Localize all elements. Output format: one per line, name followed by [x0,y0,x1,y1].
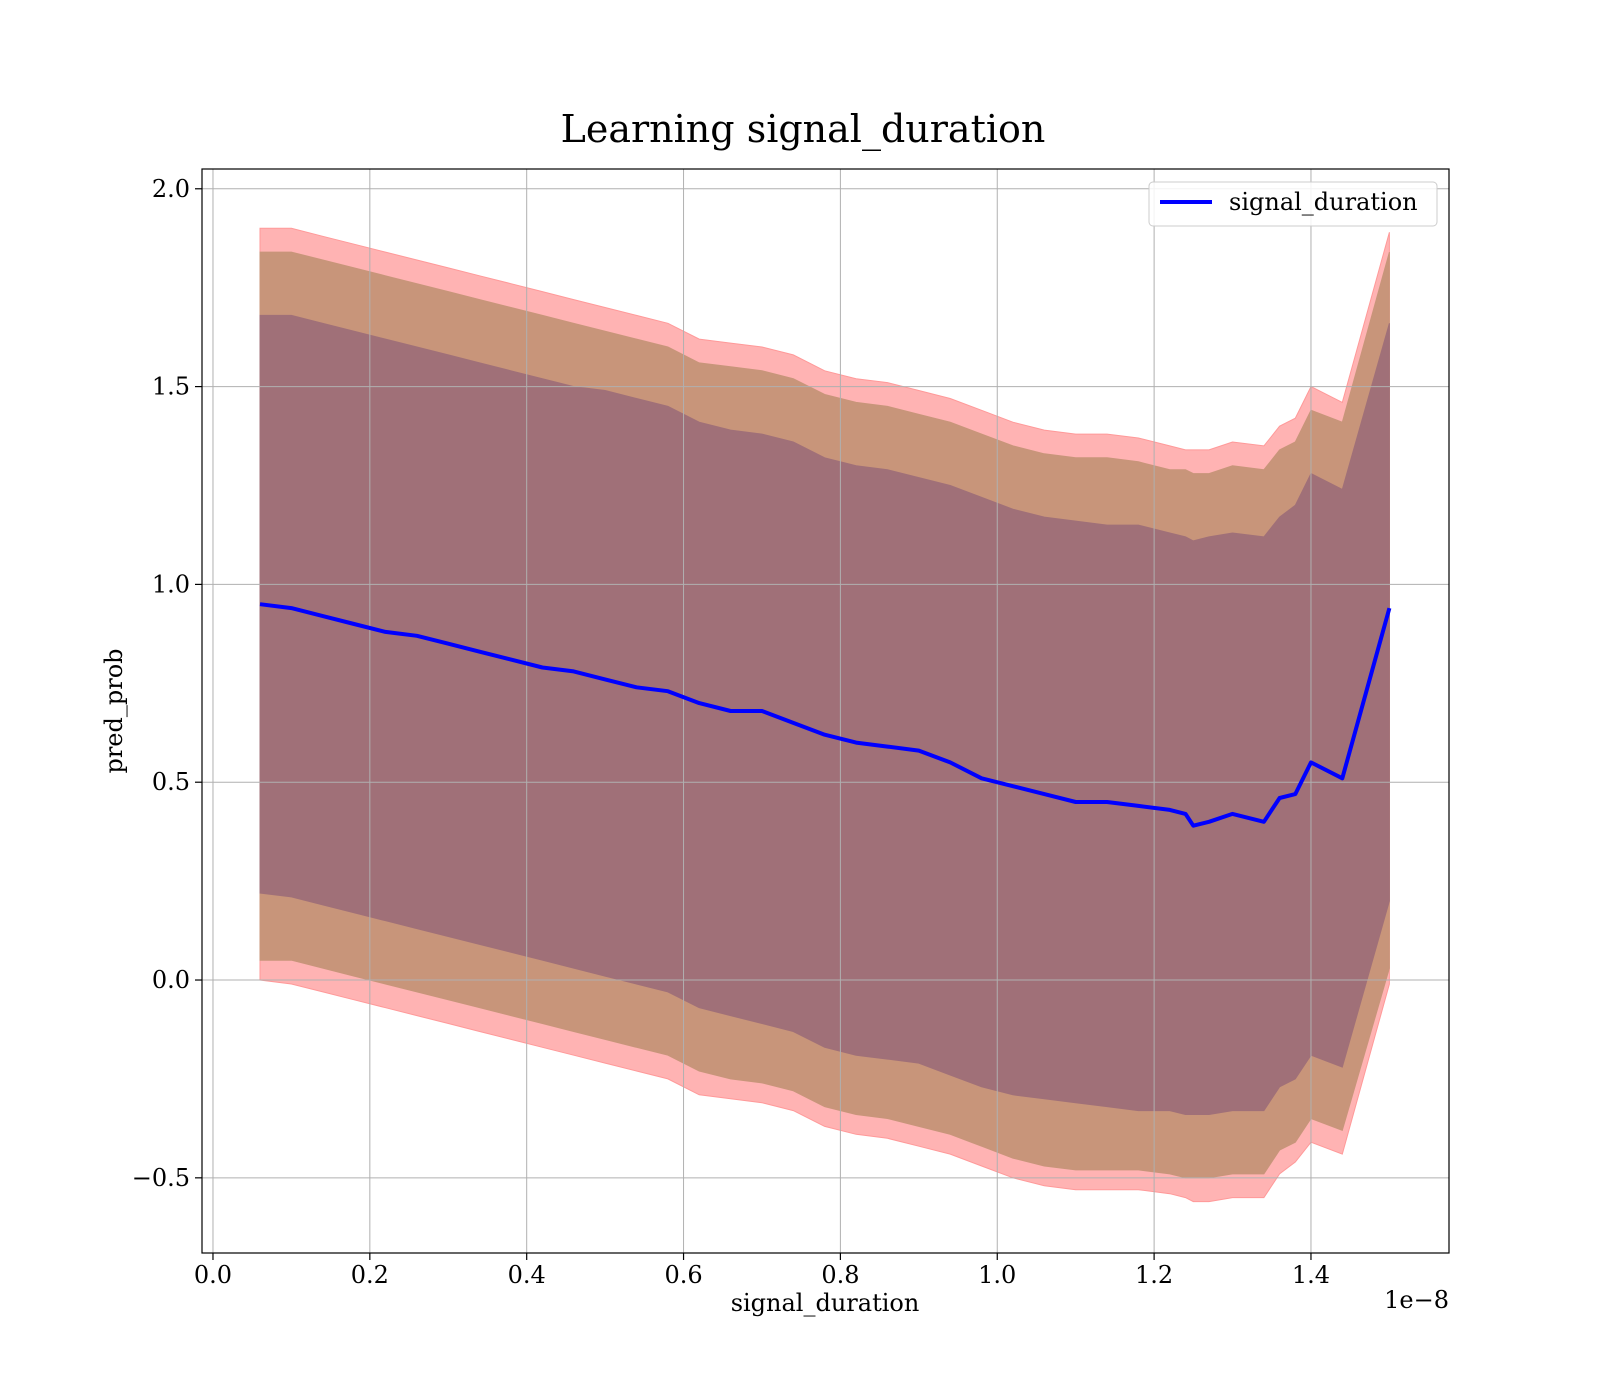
x-tick-label: 1.2 [1135,1261,1173,1289]
series-lines [259,602,1392,828]
x-axis-ticks: 0.0 0.2 0.4 0.6 0.8 1.0 1.2 1.4 [194,1253,1330,1289]
y-tick-label: −0.5 [132,1164,190,1192]
x-tick-label: 0.2 [351,1261,389,1289]
x-axis-offset-label: 1e−8 [1384,1286,1449,1314]
x-tick-label: 1.0 [978,1261,1016,1289]
x-tick-label: 0.0 [194,1261,232,1289]
y-tick-label: 0.5 [152,768,190,796]
legend-label: signal_duration [1229,188,1418,216]
legend: signal_duration [1148,181,1438,227]
y-axis-label: pred_prob [100,648,128,773]
series-line-signal-duration [259,602,1392,828]
x-axis-label: signal_duration [731,1289,920,1317]
plot-area [201,168,1450,1254]
y-tick-label: 0.0 [152,966,190,994]
x-tick-label: 0.8 [821,1261,859,1289]
y-tick-label: 1.5 [152,373,190,401]
y-axis-ticks: −0.5 0.0 0.5 1.0 1.5 2.0 [132,175,202,1192]
chart-title: Learning signal_duration [561,107,1046,152]
inner-band [259,314,1390,1115]
axes-frame [201,168,1450,1254]
x-tick-label: 1.4 [1292,1261,1330,1289]
legend-box [1148,181,1438,227]
y-tick-label: 2.0 [152,175,190,203]
x-tick-label: 0.4 [508,1261,546,1289]
x-tick-label: 0.6 [664,1261,702,1289]
confidence-bands [259,227,1390,1203]
y-tick-label: 1.0 [152,570,190,598]
